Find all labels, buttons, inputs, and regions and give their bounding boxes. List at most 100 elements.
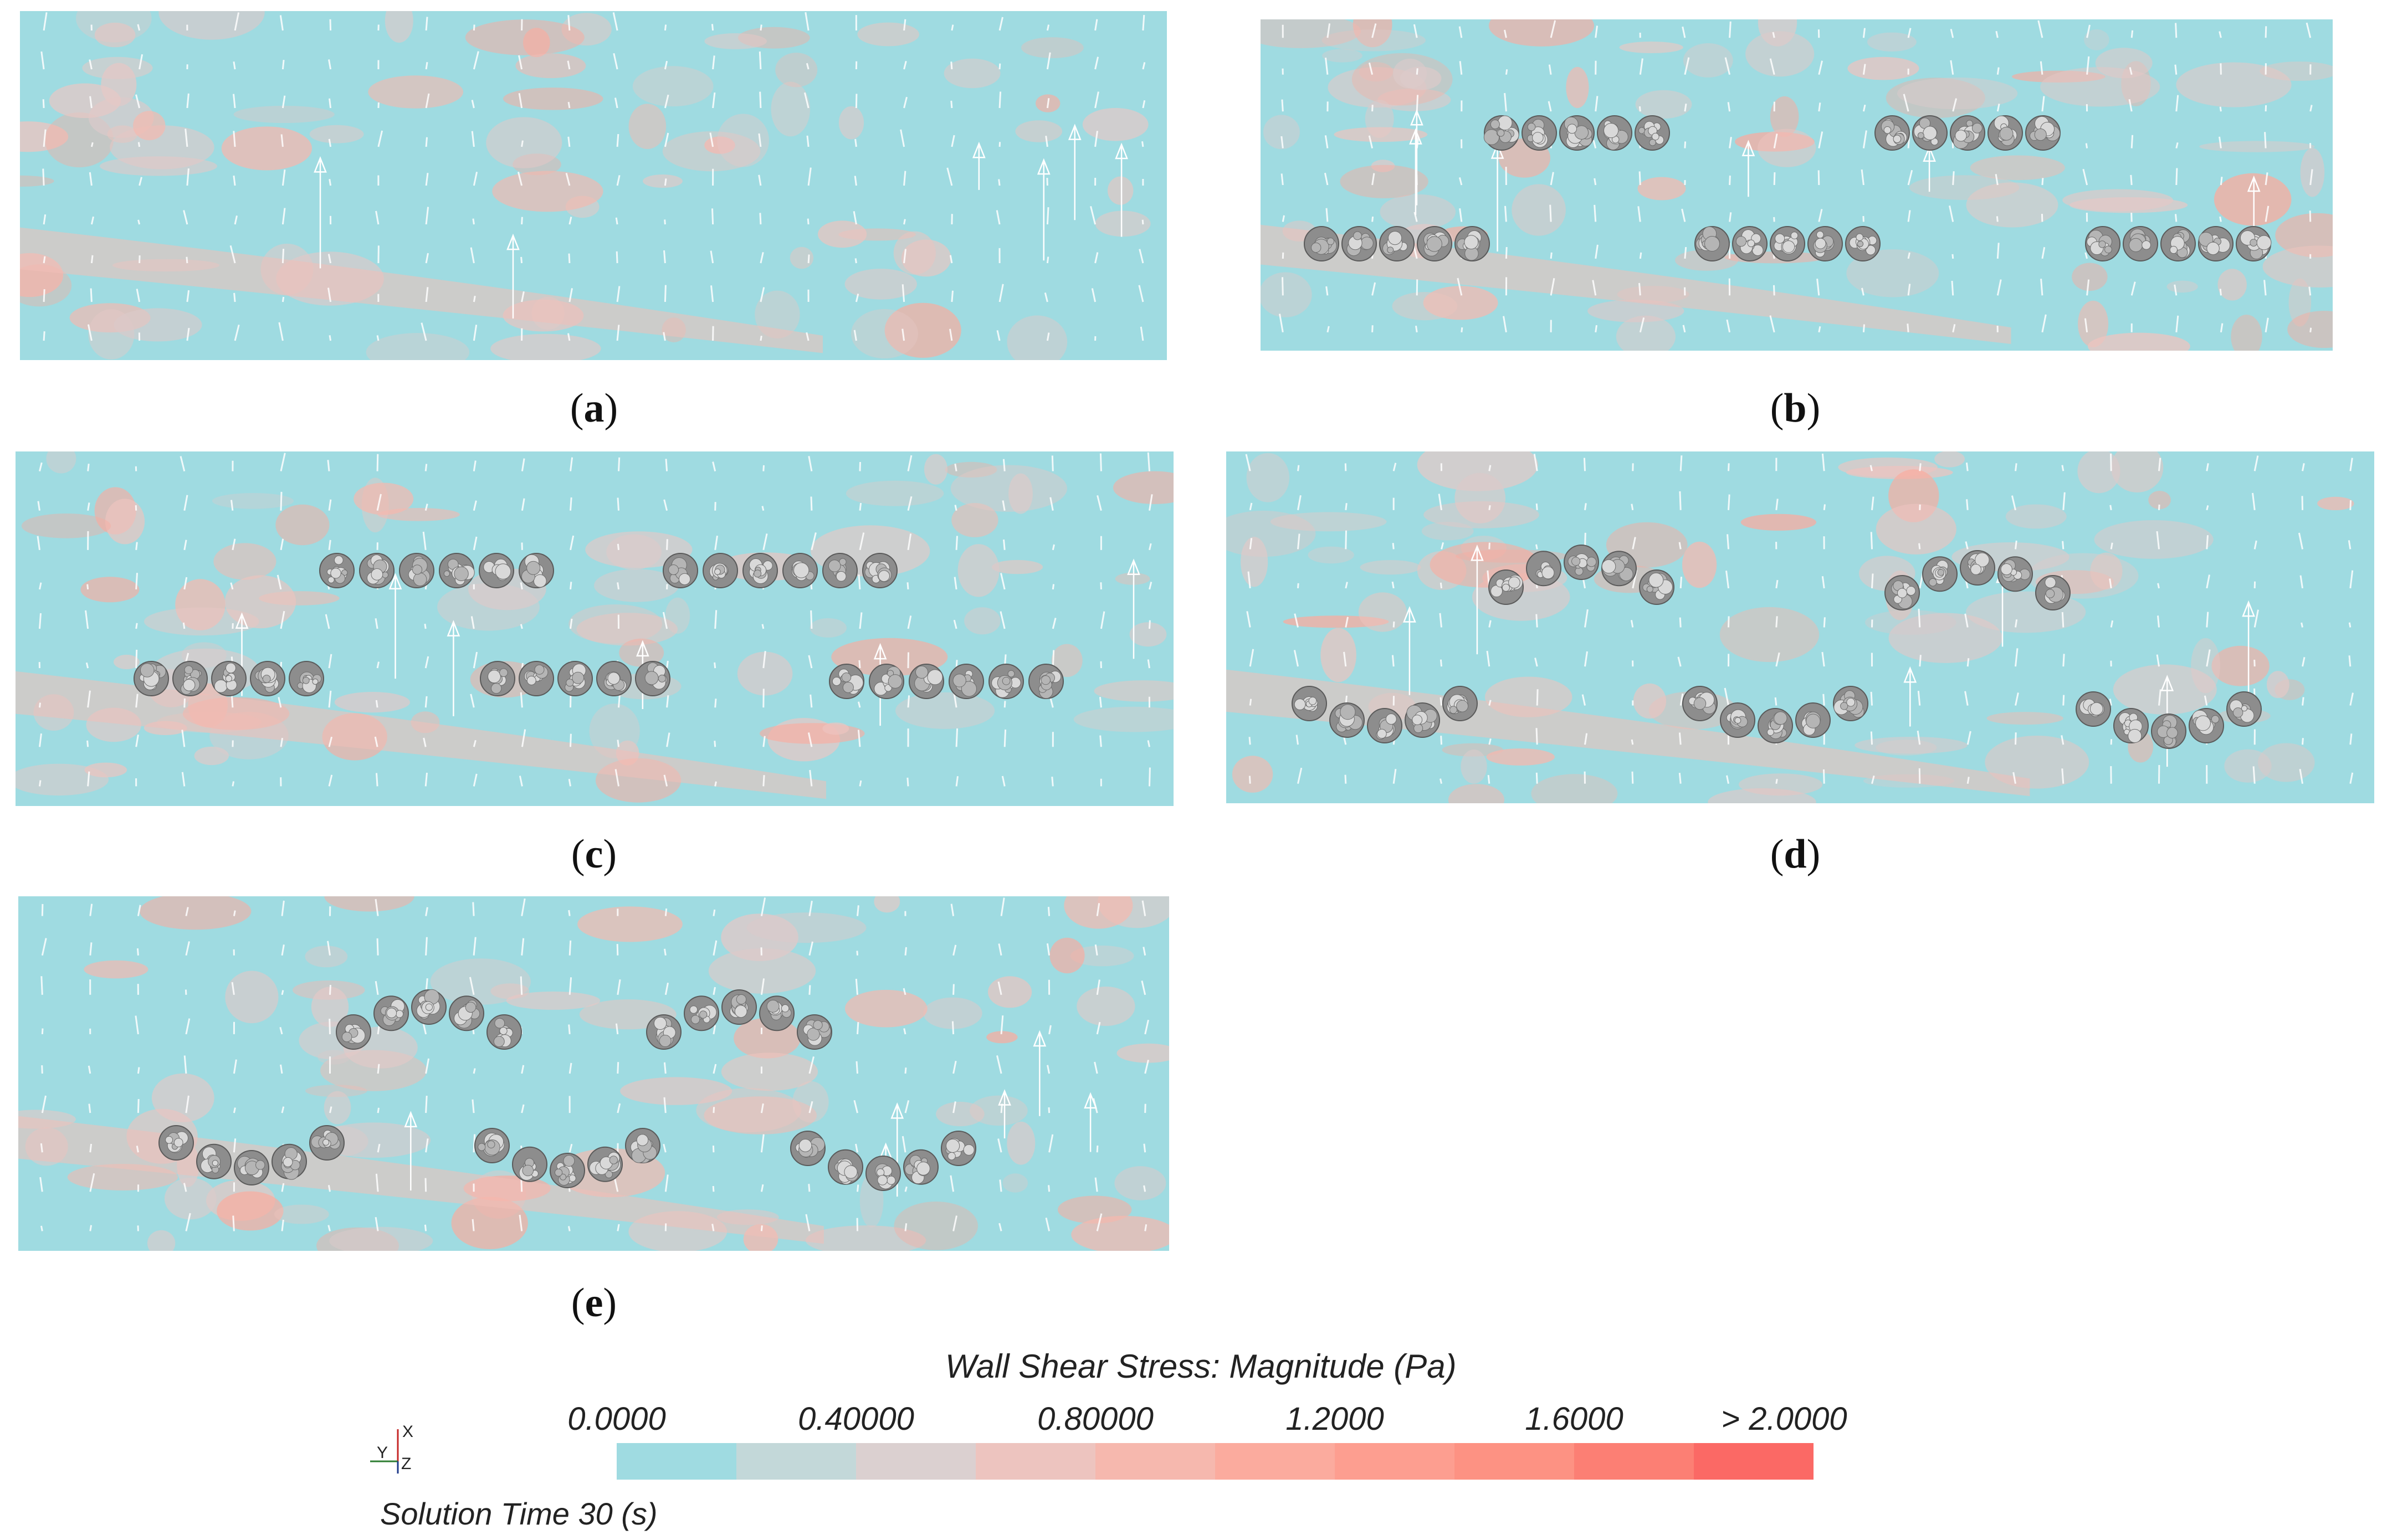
particle	[949, 664, 984, 699]
shear-patch	[1070, 945, 1134, 967]
shear-patch	[1008, 473, 1033, 514]
velocity-vector	[1052, 544, 1055, 551]
velocity-vector	[714, 699, 717, 708]
velocity-vector	[568, 253, 571, 264]
particle	[172, 661, 208, 696]
particle	[1564, 545, 1599, 580]
shear-band	[20, 227, 823, 353]
velocity-vector	[1774, 697, 1777, 706]
velocity-vector	[90, 216, 94, 225]
velocity-vector	[1821, 576, 1825, 589]
shear-patch	[936, 1101, 985, 1127]
velocity-vector	[1140, 326, 1144, 341]
velocity-vector	[567, 136, 571, 147]
velocity-vector	[377, 102, 380, 109]
velocity-vector	[907, 455, 913, 471]
velocity-vector	[375, 211, 380, 225]
velocity-vector	[758, 174, 762, 186]
shear-patch	[589, 704, 640, 758]
velocity-vector	[1094, 57, 1099, 70]
velocity-vector	[1045, 135, 1048, 147]
shear-patch	[1021, 37, 1084, 58]
velocity-vector	[234, 215, 238, 225]
velocity-vector	[1245, 454, 1251, 471]
particle	[587, 1146, 623, 1182]
shear-patch	[385, 11, 413, 43]
velocity-vector	[473, 51, 479, 70]
particle	[512, 1146, 547, 1182]
shear-patch	[818, 220, 867, 248]
velocity-vector	[41, 904, 44, 916]
panel-a	[20, 11, 1167, 360]
velocity-vector	[42, 168, 45, 186]
velocity-vector	[859, 780, 862, 787]
velocity-vector	[858, 574, 861, 590]
shear-patch	[329, 1226, 433, 1251]
velocity-vector	[1548, 64, 1552, 75]
velocity-vector	[2253, 609, 2259, 628]
shear-patches-a	[20, 11, 1151, 360]
velocity-vector	[808, 1101, 813, 1113]
velocity-vector	[807, 254, 810, 264]
velocity-vector	[2174, 284, 2178, 296]
shear-patch	[1322, 49, 1362, 63]
velocity-vector	[2299, 768, 2303, 784]
particle	[1367, 708, 1402, 743]
velocity-vector	[1678, 732, 1682, 745]
shear-patch	[704, 33, 767, 49]
particles-e	[158, 989, 976, 1191]
velocity-vector	[185, 1213, 191, 1231]
velocity-vector	[424, 772, 428, 787]
velocity-vector	[185, 1095, 189, 1113]
velocity-vector	[1870, 691, 1873, 706]
velocity-vector	[1584, 651, 1588, 667]
velocity-vector	[951, 135, 955, 147]
velocity-vector	[1049, 497, 1054, 511]
velocity-vector	[568, 1062, 572, 1074]
velocity-vector	[233, 910, 236, 916]
shear-patch	[503, 88, 603, 110]
velocity-vector	[2085, 143, 2088, 148]
velocity-vector	[1917, 730, 1921, 745]
caption-a: (a)	[570, 386, 618, 431]
velocity-vector	[1592, 280, 1597, 296]
velocity-vector	[376, 773, 378, 787]
velocity-vector	[233, 292, 236, 302]
velocity-vector	[1144, 1103, 1146, 1113]
velocity-vector	[1769, 58, 1775, 75]
shear-patch	[1115, 572, 1150, 585]
particle	[2123, 226, 2158, 261]
velocity-vector	[1094, 19, 1098, 31]
velocity-vector	[2253, 540, 2257, 550]
shear-patch	[354, 482, 414, 515]
velocity-vector-large	[1403, 606, 1416, 695]
velocity-vector	[762, 651, 766, 669]
velocity-vector	[809, 769, 813, 787]
velocity-vector	[1823, 769, 1825, 784]
shear-patch	[1970, 155, 2065, 181]
velocity-vector	[2109, 505, 2112, 511]
shear-patch	[21, 514, 111, 538]
velocity-vector	[89, 1225, 93, 1231]
shear-patch	[158, 11, 265, 40]
velocity-vector	[1584, 609, 1589, 628]
colorbar-segment	[1335, 1443, 1454, 1480]
velocity-vector	[1488, 738, 1492, 745]
particle	[1845, 226, 1881, 261]
velocity-vector	[663, 1097, 667, 1113]
particle	[2035, 575, 2071, 610]
shear-patch	[775, 53, 818, 88]
velocity-vector	[329, 179, 332, 186]
particle	[411, 989, 447, 1025]
velocity-vector	[1681, 208, 1686, 222]
axes-triad-icon: X Y Z	[370, 1423, 413, 1474]
velocity-vector	[904, 1100, 910, 1113]
velocity-vector	[1684, 103, 1687, 112]
velocity-vector	[281, 1183, 285, 1192]
velocity-vector	[2041, 247, 2046, 259]
velocity-vector	[806, 63, 810, 70]
velocity-vector	[663, 250, 666, 264]
velocity-vector	[135, 542, 138, 550]
velocity-vector	[1143, 1143, 1146, 1153]
shear-patch	[1486, 748, 1555, 766]
